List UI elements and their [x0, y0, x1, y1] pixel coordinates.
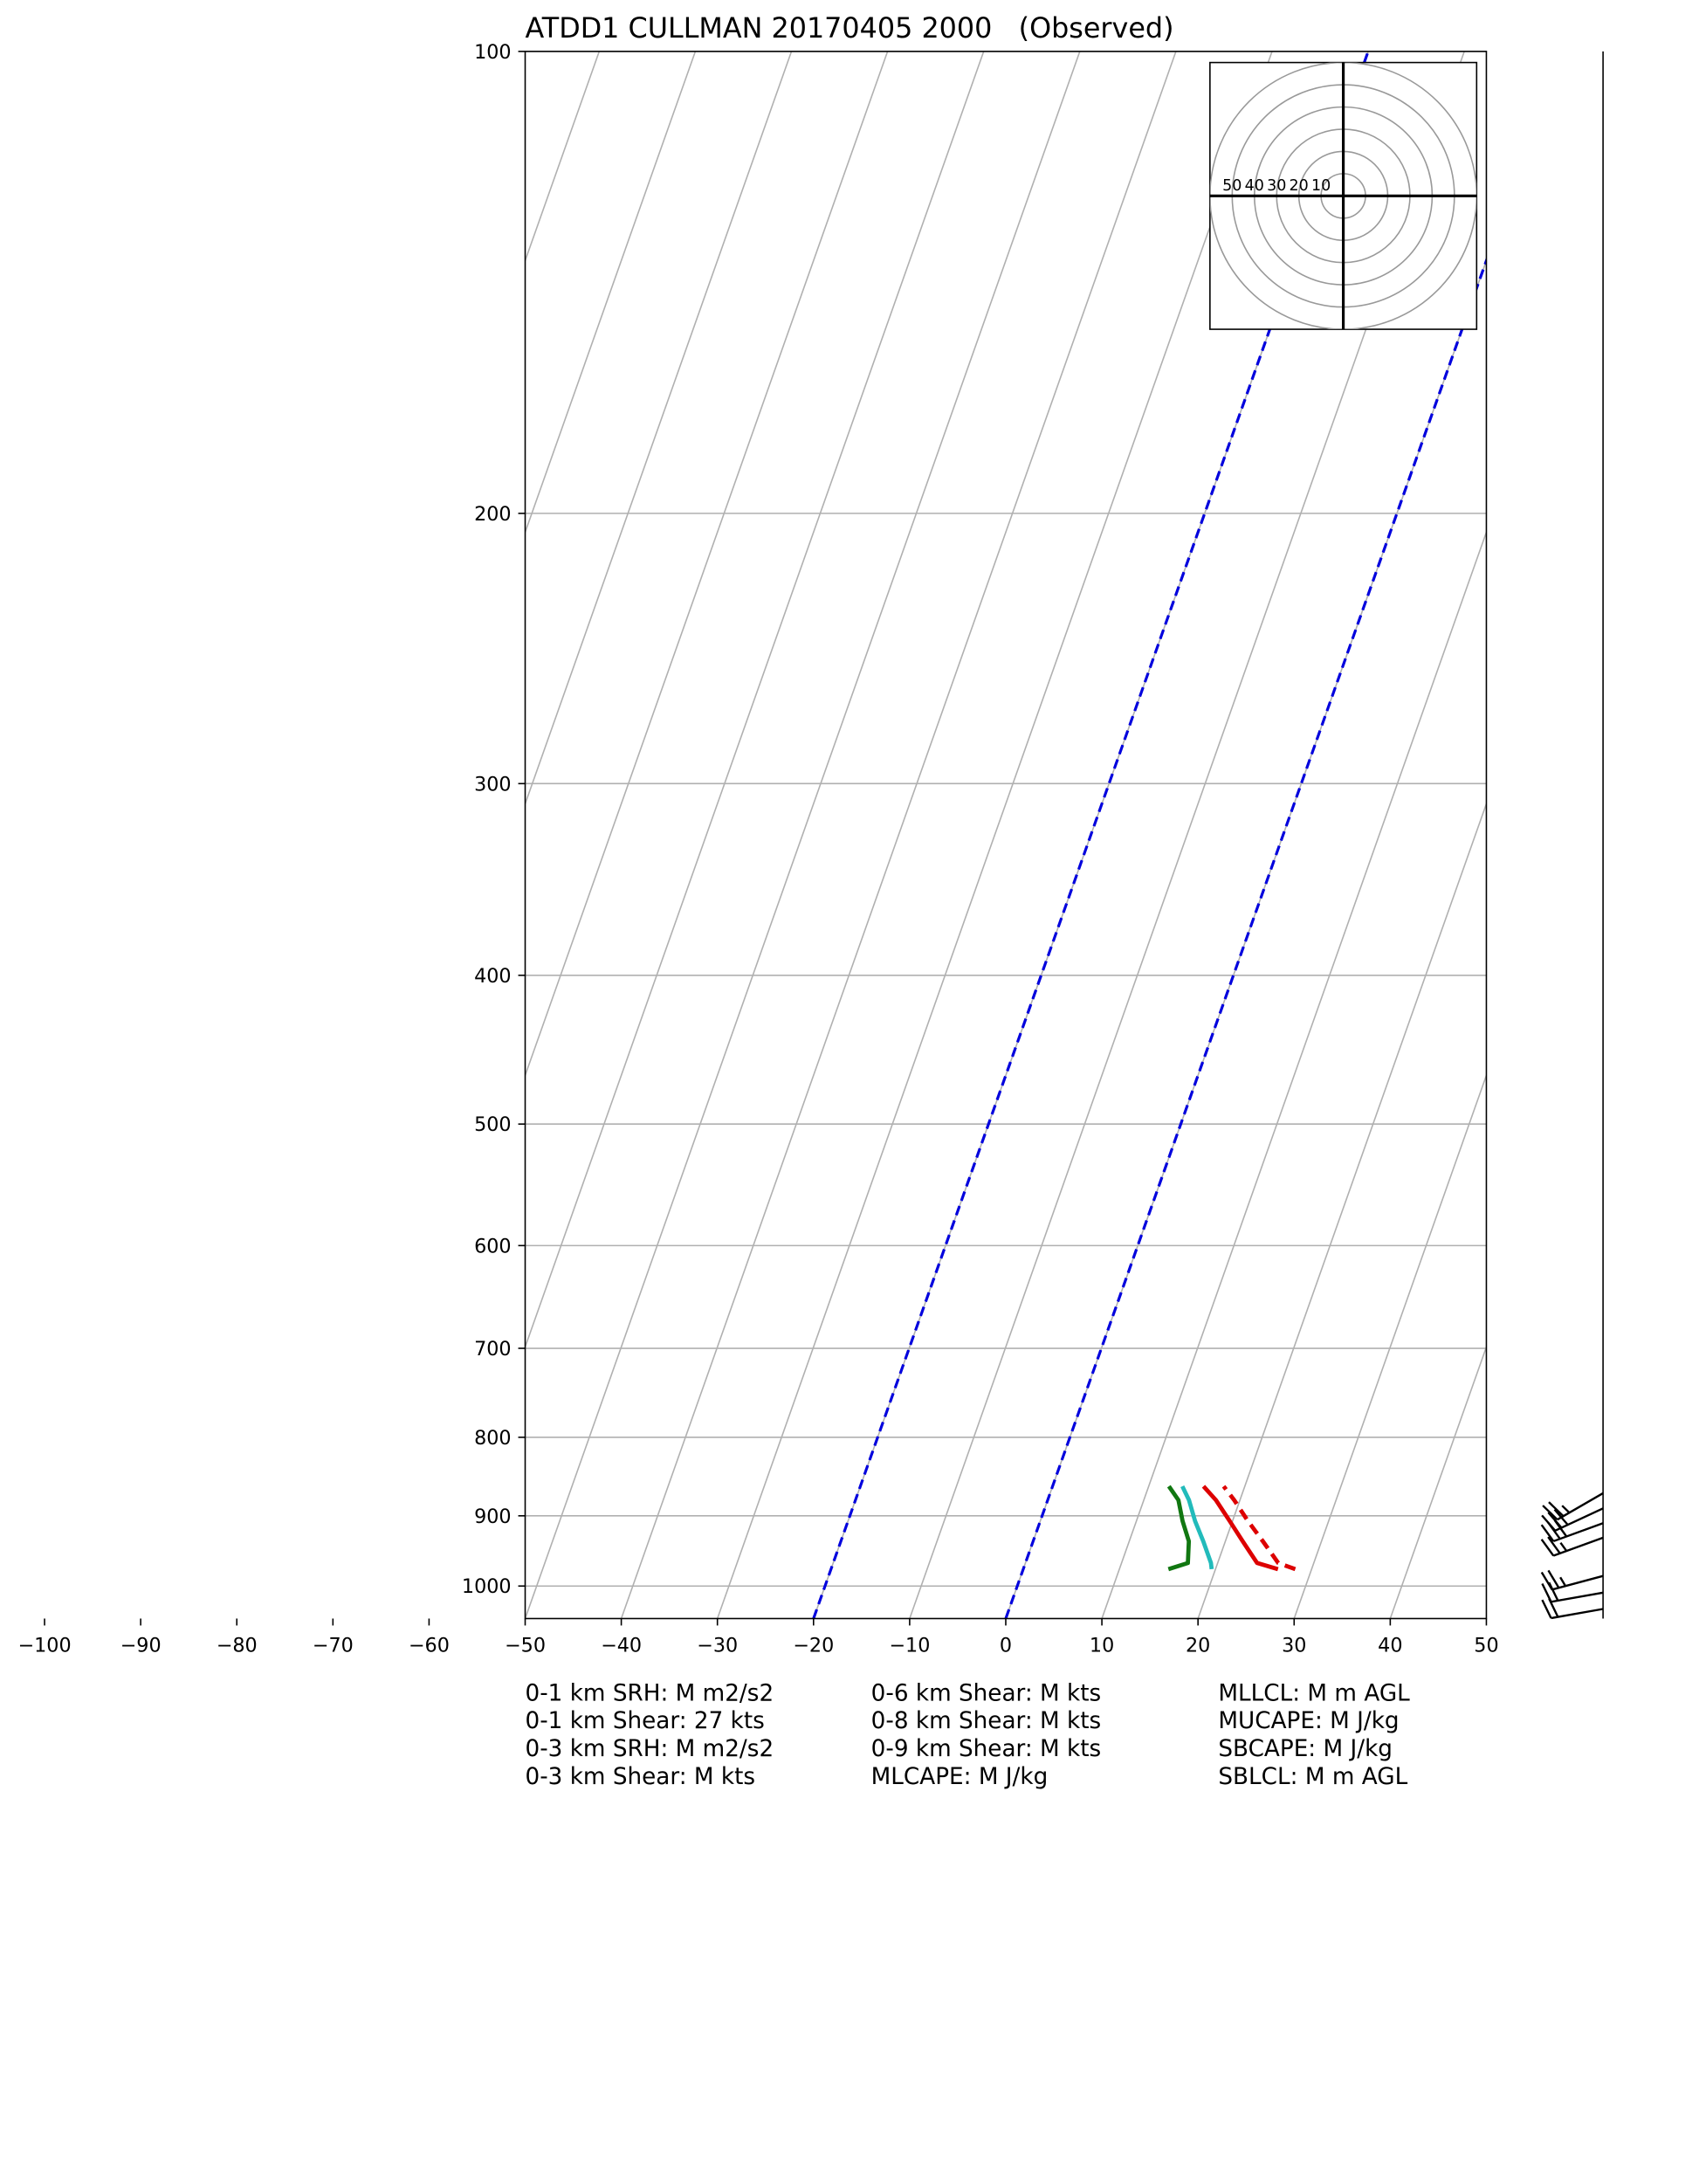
y-tick-label: 700: [474, 1338, 512, 1361]
x-tick-label: 50: [1474, 1635, 1498, 1657]
x-tick-label: −90: [120, 1635, 162, 1657]
isotherm: [620, 51, 1177, 1619]
hodograph-ring-label: 10: [1311, 177, 1331, 195]
index-text: MLCAPE: M J/kg: [871, 1764, 1049, 1790]
wind-barb: [1541, 1581, 1604, 1603]
x-tick-label: −50: [505, 1635, 546, 1657]
isotherm: [1197, 802, 1487, 1619]
y-tick-label: 100: [474, 41, 512, 64]
wind-barb: [1540, 1536, 1604, 1557]
hodograph-ring-label: 20: [1290, 177, 1309, 195]
wind-barb: [1541, 1507, 1604, 1532]
index-text: 0-1 km Shear: 27 kts: [526, 1708, 765, 1734]
x-tick-label: −100: [17, 1635, 71, 1657]
isotherm: [525, 51, 697, 534]
profile-line: [1221, 1485, 1297, 1572]
x-tick-label: −30: [697, 1635, 738, 1657]
y-tick-label: 900: [474, 1505, 512, 1528]
index-text: 0-1 km SRH: M m2/s2: [526, 1680, 774, 1706]
plot-area: [525, 51, 1487, 1619]
index-text: 0-9 km Shear: M kts: [871, 1736, 1102, 1762]
y-tick-label: 800: [474, 1427, 512, 1450]
x-tick-label: −60: [409, 1635, 450, 1657]
index-text: 0-6 km Shear: M kts: [871, 1680, 1102, 1706]
x-tick-label: −20: [793, 1635, 834, 1657]
x-tick-label: 40: [1378, 1635, 1402, 1657]
x-tick-label: 20: [1186, 1635, 1210, 1657]
wind-barb: [1540, 1569, 1604, 1591]
highlight-isotherm: [812, 51, 1370, 1619]
y-tick-label: 500: [474, 1113, 512, 1136]
isotherm: [525, 51, 793, 806]
isotherm: [525, 51, 985, 1349]
isotherm: [1101, 530, 1487, 1619]
highlight-isotherm: [1004, 256, 1487, 1619]
hodograph: 50 40 30 20 10: [1209, 61, 1478, 330]
isotherm: [525, 51, 601, 263]
x-tick-label: 10: [1090, 1635, 1114, 1657]
y-tick-label: 200: [474, 503, 512, 526]
index-text: MLLCL: M m AGL: [1218, 1680, 1410, 1706]
index-text: SBCAPE: M J/kg: [1218, 1736, 1393, 1762]
hodograph-ring-label: 50: [1222, 177, 1242, 195]
y-tick-label: 300: [474, 773, 512, 796]
wind-barb: [1542, 1492, 1604, 1521]
index-text: 0-8 km Shear: M kts: [871, 1708, 1102, 1734]
x-tick-label: −10: [889, 1635, 930, 1657]
x-tick-label: −40: [601, 1635, 642, 1657]
isotherm: [1485, 1616, 1487, 1619]
x-tick-label: −80: [217, 1635, 258, 1657]
x-tick-label: 0: [1000, 1635, 1012, 1657]
index-text: 0-3 km SRH: M m2/s2: [526, 1736, 774, 1762]
hodograph-ring-label: 30: [1267, 177, 1286, 195]
isotherm: [525, 51, 889, 1078]
isotherm: [1389, 1345, 1487, 1619]
index-text: 0-3 km Shear: M kts: [526, 1764, 756, 1790]
isotherm: [716, 51, 1273, 1619]
hodograph-ring-label: 40: [1245, 177, 1264, 195]
profile-line: [1166, 1485, 1192, 1572]
x-tick-label: 30: [1282, 1635, 1306, 1657]
chart-title: ATDD1 CULLMAN 20170405 2000 (Observed): [526, 11, 1174, 45]
y-tick-label: 1000: [462, 1575, 512, 1598]
isotherm: [525, 51, 1081, 1619]
profile-line: [1201, 1485, 1279, 1572]
index-text: SBLCL: M m AGL: [1218, 1764, 1407, 1790]
y-tick-label: 400: [474, 965, 512, 988]
wind-barb: [1540, 1519, 1604, 1543]
y-tick-label: 600: [474, 1235, 512, 1257]
index-text: MUCAPE: M J/kg: [1218, 1708, 1399, 1734]
profile-line: [1180, 1485, 1214, 1570]
x-tick-label: −70: [313, 1635, 354, 1657]
isotherm: [1293, 1073, 1487, 1619]
